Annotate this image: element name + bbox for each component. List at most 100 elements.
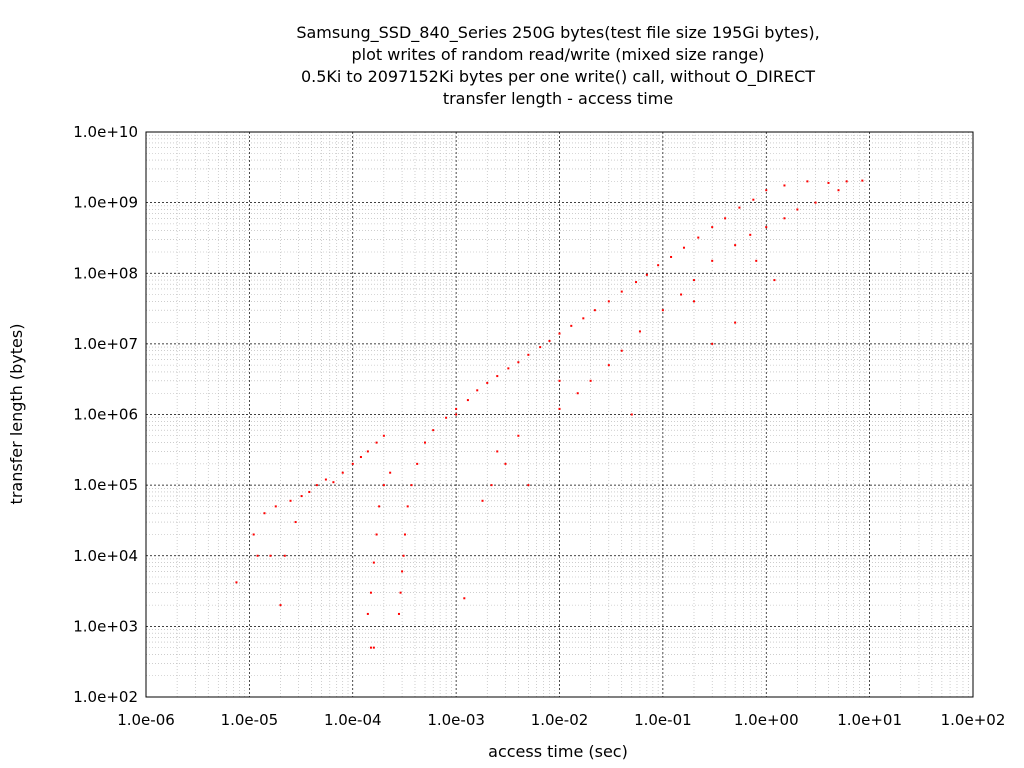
data-point [570, 324, 573, 327]
y-tick-label: 1.0e+03 [73, 617, 138, 635]
y-tick-label: 1.0e+04 [73, 547, 138, 565]
data-point [738, 206, 741, 209]
data-point [403, 533, 406, 536]
data-point [692, 300, 695, 303]
data-point [657, 264, 660, 267]
data-point [582, 317, 585, 320]
y-tick-label: 1.0e+09 [73, 194, 138, 212]
x-tick-label: 1.0e+00 [734, 711, 799, 729]
data-point [332, 481, 335, 484]
data-point [635, 281, 638, 284]
data-point [382, 484, 385, 487]
data-point [517, 434, 520, 437]
x-tick-label: 1.0e-03 [427, 711, 485, 729]
y-tick-label: 1.0e+08 [73, 264, 138, 282]
data-point [256, 554, 259, 557]
data-point [402, 554, 405, 557]
data-points [235, 179, 864, 649]
data-point [283, 554, 286, 557]
data-point [837, 189, 840, 192]
data-point [496, 375, 499, 378]
data-point [424, 441, 427, 444]
data-point [697, 236, 700, 239]
data-point [481, 499, 484, 502]
data-point [289, 499, 292, 502]
data-point [558, 379, 561, 382]
data-point [263, 512, 266, 515]
data-point [463, 597, 466, 600]
data-point [351, 462, 354, 465]
data-point [783, 217, 786, 220]
data-point [638, 330, 641, 333]
major-grid [145, 131, 974, 698]
data-point [527, 484, 530, 487]
data-point [558, 332, 561, 335]
data-point [711, 342, 714, 345]
data-point [711, 259, 714, 262]
data-point [620, 290, 623, 293]
data-point [369, 591, 372, 594]
data-point [504, 462, 507, 465]
data-point [682, 246, 685, 249]
data-point [486, 381, 489, 384]
y-tick-label: 1.0e+06 [73, 406, 138, 424]
data-point [527, 353, 530, 356]
data-point [507, 367, 510, 370]
chart-title-line-4: transfer length - access time [443, 89, 673, 108]
x-axis-ticks: 1.0e-06 1.0e-05 1.0e-04 1.0e-03 1.0e-02 1.0e-… [117, 711, 1005, 729]
data-point [401, 570, 404, 573]
data-point [593, 309, 596, 312]
data-point [366, 612, 369, 615]
x-tick-label: 1.0e-01 [634, 711, 692, 729]
data-point [455, 413, 458, 416]
data-point [620, 349, 623, 352]
data-point [252, 533, 255, 536]
x-tick-label: 1.0e+01 [837, 711, 902, 729]
plot-area-border [145, 131, 974, 698]
data-point [734, 244, 737, 247]
data-point [399, 591, 402, 594]
data-point [324, 478, 327, 481]
data-point [607, 300, 610, 303]
data-point [416, 462, 419, 465]
data-point [269, 554, 272, 557]
data-point [397, 612, 400, 615]
data-point [294, 521, 297, 524]
data-point [372, 646, 375, 649]
x-tick-label: 1.0e+02 [941, 711, 1006, 729]
data-point [661, 309, 664, 312]
data-point [406, 505, 409, 508]
data-point [490, 484, 493, 487]
data-point [749, 233, 752, 236]
data-point [765, 226, 768, 229]
data-point [607, 364, 610, 367]
x-tick-label: 1.0e-06 [117, 711, 175, 729]
data-point [711, 226, 714, 229]
data-point [680, 293, 683, 296]
data-point [827, 181, 830, 184]
data-point [558, 407, 561, 410]
chart-title-line-3: 0.5Ki to 2097152Ki bytes per one write()… [301, 67, 815, 87]
data-point [765, 189, 768, 192]
data-point [589, 379, 592, 382]
y-tick-label: 1.0e+05 [73, 476, 138, 494]
y-tick-label: 1.0e+10 [73, 123, 138, 141]
data-point [279, 604, 282, 607]
x-tick-label: 1.0e-04 [324, 711, 382, 729]
data-point [372, 561, 375, 564]
data-point [773, 279, 776, 282]
data-point [410, 484, 413, 487]
data-point [378, 505, 381, 508]
data-point [576, 392, 579, 395]
y-axis-ticks: 1.0e+02 1.0e+03 1.0e+04 1.0e+05 1.0e+06 1.0e+… [73, 123, 138, 706]
chart-title-line-2: plot writes of random read/write (mixed … [352, 45, 765, 64]
data-point [796, 208, 799, 211]
data-point [517, 361, 520, 364]
data-point [389, 471, 392, 474]
data-point [845, 180, 848, 183]
data-point [455, 407, 458, 410]
x-tick-label: 1.0e-05 [221, 711, 279, 729]
x-tick-label: 1.0e-02 [531, 711, 589, 729]
data-point [235, 581, 238, 584]
